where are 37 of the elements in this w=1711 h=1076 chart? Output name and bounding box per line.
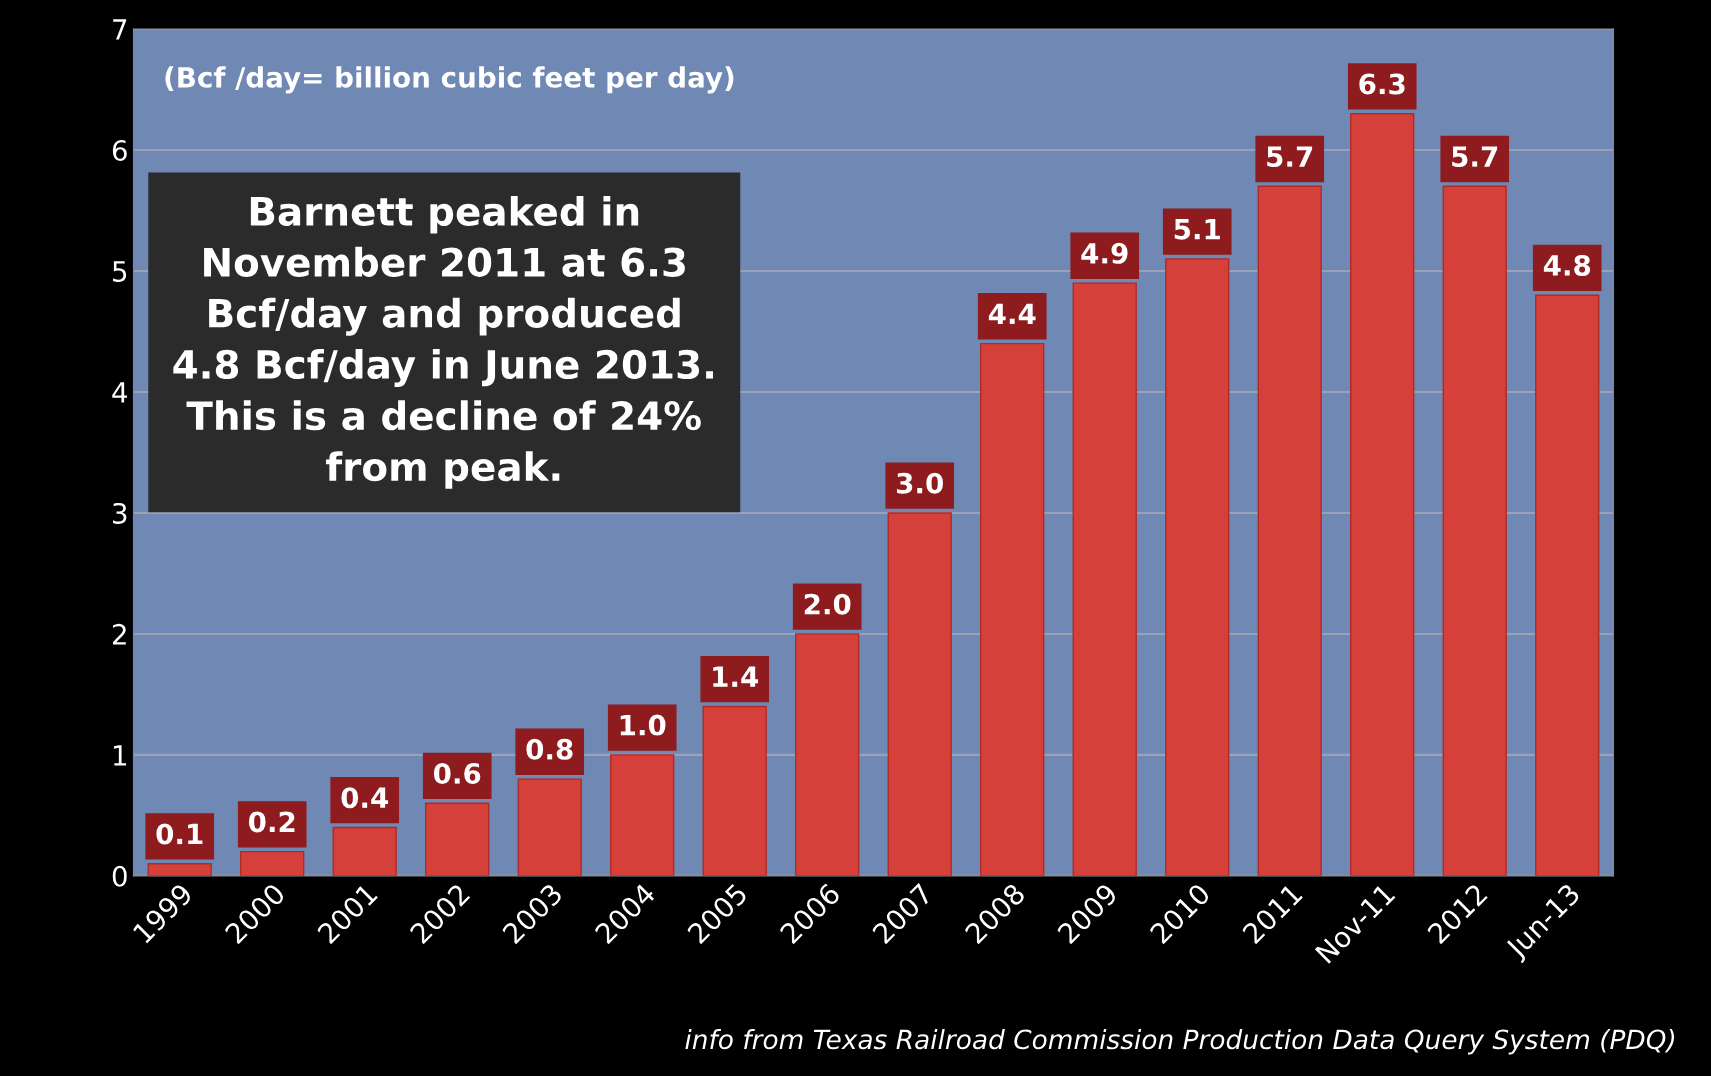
data-label: 2.0 [804, 593, 851, 615]
y-tick-label: 1 [113, 745, 127, 766]
bar [147, 863, 212, 876]
data-label: 1.4 [713, 666, 759, 687]
y-tick-label: 6 [112, 139, 127, 161]
bar [795, 633, 860, 876]
bar [517, 778, 582, 876]
bar [1535, 294, 1600, 876]
y-tick-label: 0 [112, 865, 127, 887]
data-label: 5.1 [1174, 218, 1220, 240]
data-label: 5.7 [1452, 146, 1498, 168]
text: info from Texas Railroad Commission Production Data Query System (PDQ) [685, 1028, 1675, 1055]
data-label: 0.1 [156, 823, 203, 845]
y-tick-label: 3 [113, 502, 127, 524]
bar [1072, 282, 1137, 876]
bar [425, 802, 490, 876]
annotation: Barnett peaked in November 2011 at 6.3 Bcf/day and produced 4.8 Bcf/day in June 2013. This is a decline of 24% from peak. [173, 195, 713, 489]
data-label: 0.6 [433, 763, 481, 785]
bar [1165, 258, 1230, 876]
data-label: 4.8 [1543, 254, 1591, 276]
data-label: 6.3 [1359, 73, 1405, 95]
bar [1350, 113, 1415, 876]
annotation: (Bcf /day= billion cubic feet per day) [165, 66, 734, 94]
data-label: 5.7 [1267, 146, 1313, 168]
data-label: 0.2 [248, 811, 295, 833]
bar [610, 754, 675, 876]
y-tick-label: 7 [113, 19, 127, 40]
bar [887, 512, 952, 876]
y-tick-label: 2 [112, 623, 126, 645]
data-label: 0.8 [526, 738, 573, 760]
data-label: 0.4 [341, 787, 389, 809]
data-label: 4.9 [1081, 242, 1128, 264]
y-tick-label: 4 [112, 382, 128, 403]
y-tick-label: 5 [113, 261, 127, 282]
data-label: 1.0 [620, 714, 666, 736]
data-label: 3.0 [896, 472, 943, 494]
data-label: 4.4 [988, 303, 1036, 324]
